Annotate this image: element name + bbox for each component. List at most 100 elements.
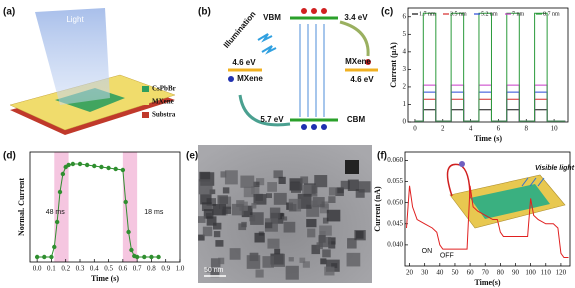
panel-label: (b)	[198, 7, 211, 18]
nanocrystal	[283, 221, 296, 233]
x-tick-label: 110	[541, 269, 552, 277]
nanocrystal	[206, 216, 217, 226]
nanocrystal	[328, 237, 336, 245]
nanocrystal	[267, 238, 280, 249]
data-line	[414, 84, 566, 122]
nanocrystal	[281, 216, 288, 221]
nanocrystal	[322, 217, 329, 224]
nanocrystal	[319, 204, 329, 214]
panel-labels: (a) (b) (c) (d) (e) (f)	[3, 7, 393, 162]
data-point	[92, 163, 97, 169]
y-axis-label: Normal. Current	[17, 178, 26, 236]
legend-label: CsPbBr	[152, 85, 176, 93]
panel-label: (a)	[3, 7, 15, 18]
data-point	[66, 162, 71, 168]
nanocrystal	[200, 194, 212, 205]
data-point	[60, 171, 66, 177]
data-point	[70, 161, 76, 167]
nanocrystal	[215, 240, 224, 247]
nanocrystal	[198, 216, 206, 223]
probe	[459, 161, 465, 167]
x-tick-label: 20	[406, 269, 414, 277]
nanocrystal	[288, 257, 294, 262]
data-point	[84, 162, 90, 168]
nanocrystal	[335, 188, 344, 197]
nanocrystal	[328, 187, 338, 196]
y-tick-label: 1	[403, 100, 407, 108]
highlight-span	[122, 152, 138, 262]
energy-label: 3.4 eV	[344, 13, 368, 22]
nanocrystal	[319, 225, 332, 236]
nanocrystal	[220, 171, 227, 178]
nanocrystal	[255, 269, 264, 278]
plot-frame	[404, 151, 571, 267]
data-point	[134, 254, 140, 260]
nanocrystal	[302, 184, 312, 194]
annotation: Visible light	[535, 165, 575, 172]
nanocrystal	[266, 193, 272, 199]
nanocrystal	[345, 160, 359, 174]
nanocrystal	[267, 182, 277, 192]
nanocrystal	[340, 180, 350, 190]
nanocrystal	[320, 258, 327, 265]
x-tick-label: 0.7	[133, 265, 142, 273]
x-axis-label: Time(s)	[474, 278, 500, 287]
nanocrystal	[321, 201, 329, 209]
x-tick-label: 0.2	[61, 265, 70, 273]
energy-label: 4.6 eV	[232, 58, 256, 67]
nanocrystal	[218, 257, 225, 265]
x-tick-label: 6	[497, 125, 501, 133]
panel-b: Illumination VBM 3.4 eV 4.6 eV MXene MXe…	[222, 8, 378, 130]
energy-label: 5.7 eV	[260, 115, 284, 124]
nanocrystal	[254, 232, 265, 243]
nanocrystal	[253, 194, 267, 205]
panel-label: (e)	[186, 151, 198, 162]
light-label: Light	[66, 15, 84, 24]
data-point	[77, 161, 83, 167]
x-tick-label: 90	[512, 269, 520, 277]
nanocrystal	[326, 209, 341, 222]
nanocrystal	[256, 178, 265, 186]
x-tick-label: 0.5	[104, 265, 113, 273]
nanocrystal	[274, 248, 281, 255]
x-tick-label: 70	[482, 269, 490, 277]
y-tick-label: 3	[403, 65, 407, 73]
y-tick-label: 0.060	[387, 156, 403, 164]
nanocrystal	[251, 203, 257, 209]
nanocrystal	[314, 175, 328, 188]
electron	[321, 8, 327, 14]
data-point	[149, 254, 154, 260]
x-tick-label: 4	[469, 125, 473, 133]
panel-e: 50 nm	[198, 145, 372, 283]
light-bolt	[261, 45, 277, 55]
nanocrystal	[241, 205, 253, 218]
data-point	[123, 199, 128, 205]
plot-frame	[29, 151, 181, 263]
nanocrystal	[291, 182, 302, 193]
y-axis-label: Current (μA)	[389, 42, 398, 88]
nanocrystal	[297, 193, 312, 209]
legend-label: 8.7 nm	[543, 11, 560, 17]
hole	[228, 76, 234, 82]
nanocrystal	[243, 186, 255, 198]
nanocrystal	[251, 186, 260, 195]
nanocrystal	[318, 236, 332, 248]
nanocrystal	[273, 170, 283, 179]
y-tick-label: 0	[403, 118, 407, 126]
data-point	[42, 254, 47, 260]
x-tick-label: 100	[525, 269, 536, 277]
nanocrystal	[306, 218, 317, 228]
y-tick-label: 0.040	[387, 240, 403, 248]
data-line	[406, 185, 569, 259]
nanocrystal	[217, 195, 228, 204]
transfer-arrow	[238, 94, 291, 127]
plot-frame	[407, 7, 569, 123]
panel-label: (c)	[381, 7, 393, 18]
nanocrystal	[302, 261, 310, 268]
data-line	[414, 109, 566, 122]
nanocrystal	[202, 226, 213, 237]
hole	[301, 124, 307, 130]
x-tick-label: 30	[421, 269, 429, 277]
legend-label: MXene	[152, 98, 174, 106]
x-tick-label: 80	[497, 269, 505, 277]
